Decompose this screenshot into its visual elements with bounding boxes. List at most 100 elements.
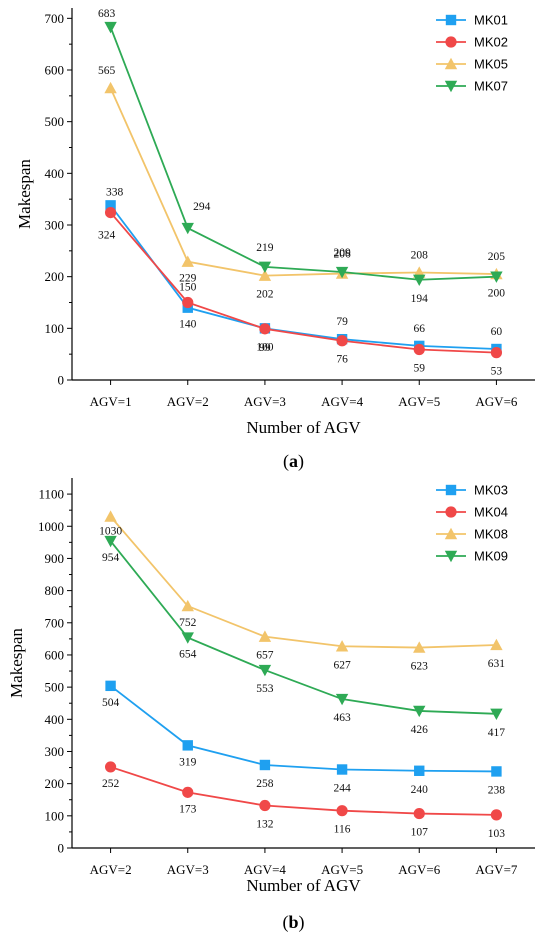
- data-point-mk04: [413, 807, 425, 820]
- y-tick-label: 300: [45, 744, 65, 759]
- data-point-mk02: [490, 347, 503, 359]
- series-line-mk04: [110, 766, 497, 816]
- data-point-mk07: [413, 274, 426, 286]
- data-label: 219: [256, 242, 274, 254]
- y-tick-label: 100: [45, 321, 65, 336]
- data-point-mk02: [104, 207, 117, 219]
- x-tick-label: AGV=5: [398, 394, 440, 409]
- data-point-mk04: [259, 799, 271, 812]
- legend-label: MK05: [474, 57, 508, 72]
- data-point-mk02: [182, 296, 194, 309]
- data-label: 463: [333, 712, 351, 724]
- panel-label: (b): [282, 912, 304, 933]
- legend-marker: [445, 484, 457, 496]
- data-label: 240: [411, 784, 429, 796]
- data-label: 107: [411, 827, 429, 839]
- data-point-mk04: [336, 805, 348, 817]
- x-tick-label: AGV=1: [90, 394, 132, 409]
- y-axis-title: Makespan: [7, 628, 26, 698]
- series-mk03: [105, 680, 502, 777]
- data-label: 623: [411, 661, 429, 673]
- panel-label: (a): [283, 451, 304, 472]
- data-label: 426: [411, 724, 429, 736]
- data-point-mk05: [104, 81, 117, 94]
- x-tick-label: AGV=4: [321, 394, 363, 409]
- series-line-mk01: [109, 204, 497, 350]
- y-tick-label: 100: [45, 808, 65, 823]
- data-label: 238: [488, 784, 506, 796]
- data-label: 209: [333, 247, 351, 259]
- y-tick-label: 600: [45, 63, 65, 78]
- data-label: 654: [179, 649, 197, 661]
- data-point-mk09: [490, 708, 503, 721]
- legend-marker: [445, 36, 457, 48]
- data-label: 294: [193, 201, 211, 213]
- chart-panel-b: 0 100 200 300 400 500 600 700 800 900 1000 1100 AGV=…: [7, 478, 535, 933]
- y-tick-label: 900: [45, 551, 65, 566]
- data-label: 565: [98, 65, 116, 77]
- data-label: 140: [179, 319, 197, 331]
- data-point-mk02: [259, 323, 271, 335]
- data-label: 59: [414, 363, 426, 375]
- legend-marker: [444, 80, 458, 93]
- series-line-mk05: [109, 87, 497, 277]
- legend-label: MK07: [474, 79, 508, 94]
- data-label: 244: [333, 782, 351, 794]
- data-point-mk04: [104, 761, 117, 773]
- y-tick-label: 300: [45, 218, 65, 233]
- data-point-mk03: [105, 680, 116, 692]
- data-label: 954: [102, 552, 120, 564]
- y-tick-label: 700: [45, 11, 65, 26]
- y-tick-label: 0: [58, 373, 65, 388]
- data-label: 324: [98, 230, 116, 242]
- legend: MK01 MK02 MK05 MK07: [436, 13, 508, 94]
- data-label: 103: [488, 828, 506, 840]
- data-point-mk08: [104, 510, 117, 522]
- data-label: 657: [256, 650, 274, 662]
- x-tick-label: AGV=7: [475, 862, 517, 877]
- legend-marker: [445, 14, 457, 26]
- data-label: 53: [491, 366, 503, 378]
- data-point-mk02: [413, 343, 425, 356]
- data-label: 99: [259, 342, 271, 354]
- data-label: 631: [488, 658, 506, 670]
- y-tick-label: 500: [45, 114, 65, 129]
- y-tick-label: 0: [58, 841, 65, 856]
- data-label: 66: [414, 323, 426, 335]
- data-label: 200: [488, 288, 506, 300]
- series-mk04: [104, 761, 503, 821]
- chart-panel-a: 0 100 200 300 400 500 600 700 AGV=1 AGV=2 AGV=3 AGV…: [15, 8, 535, 472]
- data-label: 202: [256, 289, 274, 301]
- data-point-mk03: [491, 766, 502, 777]
- data-point-mk08: [258, 630, 272, 642]
- y-tick-label: 200: [45, 269, 65, 284]
- data-point-mk05: [258, 269, 272, 281]
- series-line-mk03: [110, 685, 497, 773]
- data-point-mk04: [182, 786, 194, 798]
- series-mk01: [105, 200, 502, 355]
- series-mk09: [104, 535, 503, 721]
- y-tick-label: 600: [45, 647, 65, 662]
- x-tick-label: AGV=6: [475, 394, 517, 409]
- data-point-mk08: [335, 640, 349, 652]
- data-label: 194: [411, 293, 429, 305]
- y-tick-label: 700: [45, 615, 65, 630]
- data-point-mk07: [104, 21, 117, 34]
- series-line-mk08: [109, 516, 497, 649]
- data-label: 206: [333, 249, 351, 261]
- series-line-mk02: [109, 212, 497, 354]
- data-label: 229: [179, 273, 197, 285]
- y-tick-label: 200: [45, 776, 65, 791]
- series-mk07: [104, 21, 503, 286]
- data-point-mk08: [490, 638, 503, 651]
- x-tick-label: AGV=2: [167, 394, 209, 409]
- legend-label: MK02: [474, 35, 508, 50]
- y-tick-label: 400: [45, 166, 65, 181]
- data-point-mk07: [258, 261, 272, 274]
- data-point-mk01: [105, 200, 116, 211]
- data-label: 173: [179, 803, 197, 815]
- y-tick-label: 1000: [38, 519, 64, 534]
- x-tick-label: AGV=4: [244, 862, 286, 877]
- data-point-mk03: [259, 759, 271, 771]
- data-label: 76: [336, 354, 348, 366]
